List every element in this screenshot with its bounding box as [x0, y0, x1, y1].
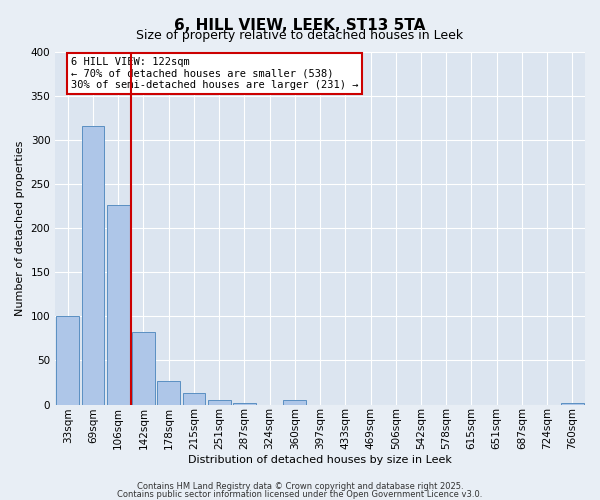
Bar	[182, 393, 205, 404]
Text: 6 HILL VIEW: 122sqm
← 70% of detached houses are smaller (538)
30% of semi-detac: 6 HILL VIEW: 122sqm ← 70% of detached ho…	[71, 57, 359, 90]
Bar	[157, 380, 180, 404]
Bar	[56, 316, 79, 404]
Text: Contains HM Land Registry data © Crown copyright and database right 2025.: Contains HM Land Registry data © Crown c…	[137, 482, 463, 491]
Text: Contains public sector information licensed under the Open Government Licence v3: Contains public sector information licen…	[118, 490, 482, 499]
Text: 6, HILL VIEW, LEEK, ST13 5TA: 6, HILL VIEW, LEEK, ST13 5TA	[175, 18, 425, 32]
Bar	[233, 403, 256, 404]
Bar	[283, 400, 306, 404]
Y-axis label: Number of detached properties: Number of detached properties	[15, 140, 25, 316]
Text: Size of property relative to detached houses in Leek: Size of property relative to detached ho…	[136, 29, 464, 42]
Bar	[132, 332, 155, 404]
Bar	[82, 126, 104, 404]
Bar	[561, 403, 584, 404]
Bar	[208, 400, 230, 404]
X-axis label: Distribution of detached houses by size in Leek: Distribution of detached houses by size …	[188, 455, 452, 465]
Bar	[107, 205, 130, 404]
